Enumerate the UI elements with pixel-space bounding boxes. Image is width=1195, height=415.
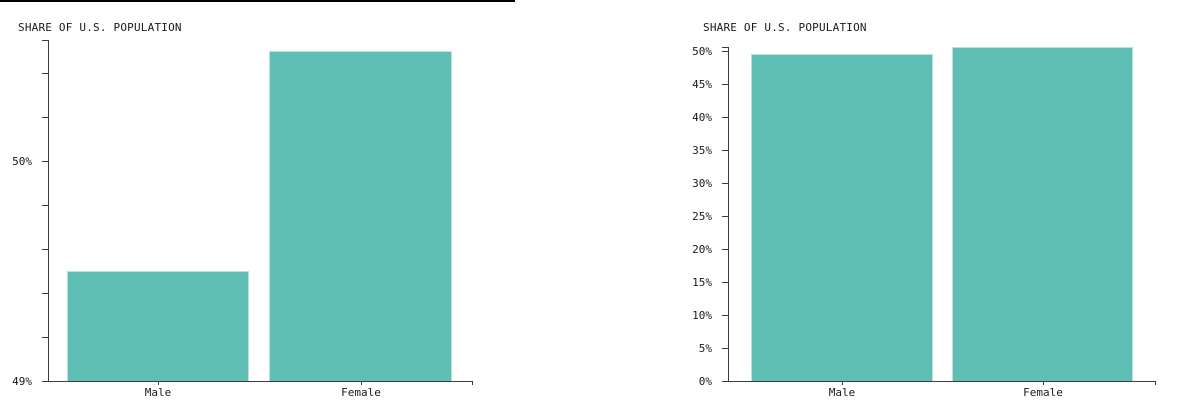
y-tick-label: 40% [692,111,712,124]
y-minor-tick [42,73,48,74]
y-tick [722,150,728,151]
y-tick [722,282,728,283]
y-tick-label: 15% [692,276,712,289]
bar-female [952,47,1133,381]
axis-end-tick [472,381,473,385]
x-tick [1043,381,1044,385]
x-category-label: Male [828,386,856,399]
axis-cap-tick [42,40,48,41]
axis-cap-tick [722,47,728,48]
x-tick [158,381,159,385]
y-tick-label: 25% [692,210,712,223]
bar-male [67,271,249,381]
y-tick-label: 35% [692,144,712,157]
bar-male [751,54,933,381]
y-axis-line [48,40,49,382]
chart-title: SHARE OF U.S. POPULATION [703,21,867,34]
y-tick [722,117,728,118]
y-tick [42,161,48,162]
y-minor-tick [42,337,48,338]
y-axis-line [728,47,729,382]
x-category-label: Male [144,386,172,399]
y-tick [42,381,48,382]
chart-title: SHARE OF U.S. POPULATION [18,21,182,34]
y-tick-label: 10% [692,309,712,322]
y-tick-label: 5% [698,342,712,355]
y-tick [722,381,728,382]
y-tick [722,216,728,217]
y-minor-tick [42,117,48,118]
y-tick-label: 0% [698,375,712,388]
y-tick [722,315,728,316]
y-tick [722,348,728,349]
y-minor-tick [42,249,48,250]
y-tick-label: 30% [692,177,712,190]
axis-end-tick [1155,381,1156,385]
x-tick [842,381,843,385]
top-divider-rule [0,0,515,2]
x-axis-line [722,381,1156,382]
y-minor-tick [42,205,48,206]
y-tick-label: 49% [12,375,32,388]
x-category-label: Female [1023,386,1063,399]
y-tick [722,249,728,250]
y-tick-label: 50% [12,155,32,168]
y-minor-tick [42,293,48,294]
y-tick [722,84,728,85]
y-tick-label: 20% [692,243,712,256]
y-tick [722,51,728,52]
x-category-label: Female [341,386,381,399]
bar-female [269,51,452,381]
y-tick-label: 45% [692,78,712,91]
y-tick-label: 50% [692,45,712,58]
x-axis-line [42,381,473,382]
y-tick [722,183,728,184]
x-tick [361,381,362,385]
